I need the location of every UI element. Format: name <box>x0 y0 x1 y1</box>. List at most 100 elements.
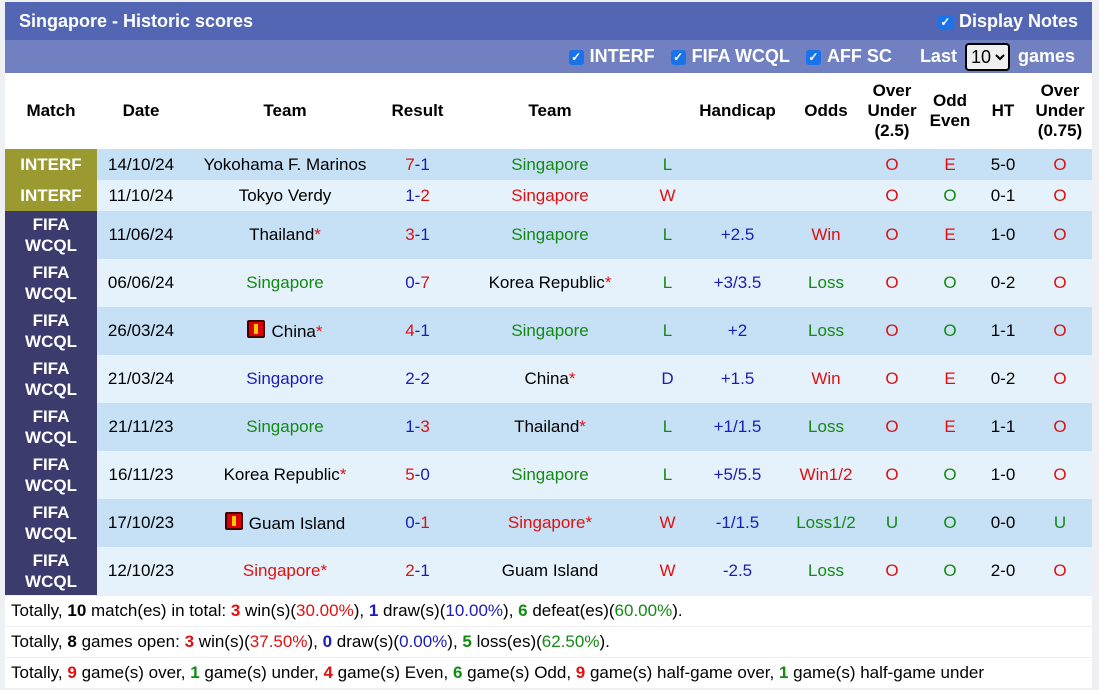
home-team-name[interactable]: Yokohama F. Marinos <box>203 154 367 174</box>
away-team-name[interactable]: Thailand <box>514 417 580 436</box>
away-team-name[interactable]: Singapore <box>507 513 586 532</box>
away-team-name[interactable]: Singapore <box>511 225 589 244</box>
away-team[interactable]: Thailand* <box>450 403 650 451</box>
summary-segment: Totally, <box>11 632 68 651</box>
summary-segment: loss(es)( <box>471 632 542 651</box>
table-row[interactable]: FIFA WCQL 21/03/24 Singapore 2-2 China* D +1.5… <box>5 355 1092 403</box>
over-under-2-5: O <box>862 307 922 355</box>
summary-segment: games open: <box>76 632 185 651</box>
over-under-2-5: O <box>862 180 922 211</box>
filter-interf[interactable]: ✓ INTERF <box>568 46 655 67</box>
away-team-name[interactable]: Singapore <box>511 185 589 205</box>
away-team-name[interactable]: China <box>524 369 569 388</box>
display-notes-label: Display Notes <box>958 10 1078 31</box>
away-team-name[interactable]: Singapore <box>511 321 589 340</box>
summary-segment: ), <box>307 632 323 651</box>
filter-bar: ✓ INTERF ✓ FIFA WCQL ✓ AFF SC Last 10 games <box>5 40 1092 73</box>
checkbox-checked-icon[interactable]: ✓ <box>805 50 821 65</box>
odd-even: E <box>922 355 978 403</box>
over-under-2-5: U <box>862 499 922 547</box>
away-team[interactable]: Korea Republic* <box>450 259 650 307</box>
away-score: 1 <box>420 154 430 174</box>
match-label: FIFA WCQL <box>25 551 77 591</box>
away-team[interactable]: Guam Island <box>450 547 650 595</box>
odds: Win <box>790 355 862 403</box>
summary-segment: 5 <box>462 632 472 651</box>
home-team-name[interactable]: Thailand <box>249 225 315 244</box>
home-team[interactable]: Korea Republic* <box>185 451 385 499</box>
summary-segment: 1 <box>368 601 379 620</box>
column-header: Over Under (0.75) <box>1028 73 1092 149</box>
home-team[interactable]: Singapore* <box>185 547 385 595</box>
match-label: FIFA WCQL <box>25 407 77 447</box>
away-team[interactable]: Singapore <box>450 149 650 180</box>
table-row[interactable]: FIFA WCQL 06/06/24 Singapore 0-7 Korea Repub… <box>5 259 1092 307</box>
match-label: INTERF <box>20 155 82 174</box>
match-label: FIFA WCQL <box>25 215 77 255</box>
home-team-name[interactable]: Korea Republic <box>223 465 340 484</box>
result: 2-2 <box>385 355 450 403</box>
home-team-name[interactable]: Tokyo Verdy <box>238 185 332 205</box>
away-team-name[interactable]: Korea Republic <box>488 273 605 292</box>
home-team[interactable]: Singapore <box>185 259 385 307</box>
summary-segment: 60.00% <box>614 601 673 620</box>
away-team[interactable]: Singapore <box>450 180 650 211</box>
summary-line: Totally, 9 game(s) over, 1 game(s) under… <box>5 657 1092 688</box>
result: 7-1 <box>385 149 450 180</box>
half-time: 5-0 <box>978 149 1028 180</box>
away-team-name[interactable]: Guam Island <box>501 561 599 580</box>
filter-aff-sc[interactable]: ✓ AFF SC <box>805 46 892 67</box>
home-team-name[interactable]: China <box>271 322 316 341</box>
home-team-name[interactable]: Singapore <box>246 417 324 436</box>
checkbox-checked-icon[interactable]: ✓ <box>670 50 686 65</box>
away-team-name[interactable]: Singapore <box>511 154 589 174</box>
home-team[interactable]: Guam Island <box>185 499 385 547</box>
home-team-name[interactable]: Singapore <box>246 273 324 292</box>
table-row[interactable]: FIFA WCQL 16/11/23 Korea Republic* 5-0 Singa… <box>5 451 1092 499</box>
win-loss: L <box>650 307 685 355</box>
display-notes-toggle[interactable]: ✓ Display Notes <box>937 10 1078 32</box>
filter-fifa-wcql[interactable]: ✓ FIFA WCQL <box>670 46 790 67</box>
over-under-2-5: O <box>862 451 922 499</box>
home-team[interactable]: Yokohama F. Marinos <box>185 149 385 180</box>
table-row[interactable]: FIFA WCQL 11/06/24 Thailand* 3-1 Singapore L +… <box>5 211 1092 259</box>
home-team-name[interactable]: Singapore <box>242 561 321 580</box>
home-score: 7 <box>405 154 415 174</box>
handicap: -2.5 <box>685 547 790 595</box>
away-team[interactable]: Singapore <box>450 307 650 355</box>
red-card-icon <box>247 320 266 338</box>
home-team[interactable]: Tokyo Verdy <box>185 180 385 211</box>
table-row[interactable]: FIFA WCQL 26/03/24 China* 4-1 Singapore L +2 Lo… <box>5 307 1092 355</box>
over-under-2-5: O <box>862 403 922 451</box>
win-loss: L <box>650 259 685 307</box>
table-row[interactable]: FIFA WCQL 21/11/23 Singapore 1-3 Thailand* L +… <box>5 403 1092 451</box>
handicap: +5/5.5 <box>685 451 790 499</box>
table-row[interactable]: FIFA WCQL 12/10/23 Singapore* 2-1 Guam Islan… <box>5 547 1092 595</box>
away-score: 1 <box>420 561 430 580</box>
home-score: 0 <box>405 273 415 292</box>
home-team[interactable]: China* <box>185 307 385 355</box>
home-score: 5 <box>405 465 415 484</box>
home-team[interactable]: Singapore <box>185 355 385 403</box>
table-row[interactable]: FIFA WCQL 17/10/23 Guam Island 0-1 Singapore… <box>5 499 1092 547</box>
column-header: Date <box>97 73 185 149</box>
column-header: Match <box>5 73 97 149</box>
home-team[interactable]: Thailand* <box>185 211 385 259</box>
away-team-name[interactable]: Singapore <box>511 465 589 484</box>
away-team[interactable]: China* <box>450 355 650 403</box>
summary-segment: 3 <box>184 632 195 651</box>
home-team[interactable]: Singapore <box>185 403 385 451</box>
away-team[interactable]: Singapore* <box>450 499 650 547</box>
table-row[interactable]: INTERF 14/10/24 Yokohama F. Marinos 7-1 Sing… <box>5 149 1092 180</box>
home-team-name[interactable]: Guam Island <box>248 514 346 533</box>
last-games-select[interactable]: 10 <box>964 42 1010 71</box>
away-team[interactable]: Singapore <box>450 211 650 259</box>
checkbox-checked-icon[interactable]: ✓ <box>937 14 953 30</box>
checkbox-checked-icon[interactable]: ✓ <box>568 50 584 65</box>
result: 1-2 <box>385 180 450 211</box>
home-team-name[interactable]: Singapore <box>246 369 324 388</box>
away-team[interactable]: Singapore <box>450 451 650 499</box>
column-header <box>650 73 685 149</box>
table-row[interactable]: INTERF 11/10/24 Tokyo Verdy 1-2 Singapore W O O… <box>5 180 1092 211</box>
odds: Loss <box>790 547 862 595</box>
